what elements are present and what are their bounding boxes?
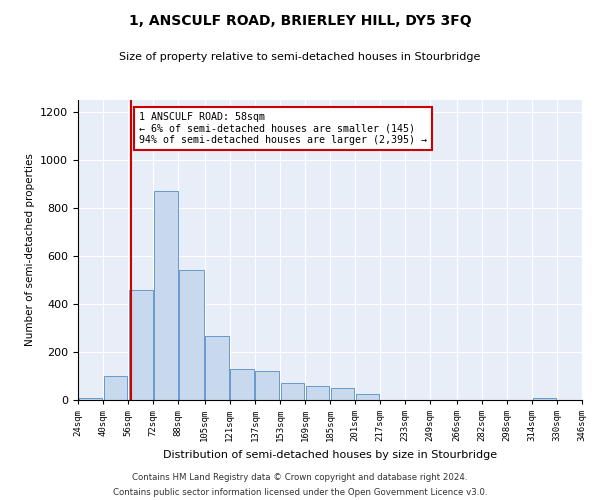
Bar <box>256 371 279 400</box>
Bar <box>129 290 152 400</box>
Bar <box>533 398 556 400</box>
Text: Size of property relative to semi-detached houses in Stourbridge: Size of property relative to semi-detach… <box>119 52 481 62</box>
Text: Contains public sector information licensed under the Open Government Licence v3: Contains public sector information licen… <box>113 488 487 497</box>
Bar <box>179 270 204 400</box>
Bar <box>230 369 254 400</box>
Bar <box>79 398 103 400</box>
Y-axis label: Number of semi-detached properties: Number of semi-detached properties <box>25 154 35 346</box>
Bar <box>331 388 355 400</box>
Bar <box>205 336 229 400</box>
Bar <box>305 386 329 400</box>
Bar <box>154 191 178 400</box>
Bar <box>281 383 304 400</box>
X-axis label: Distribution of semi-detached houses by size in Stourbridge: Distribution of semi-detached houses by … <box>163 450 497 460</box>
Text: Contains HM Land Registry data © Crown copyright and database right 2024.: Contains HM Land Registry data © Crown c… <box>132 473 468 482</box>
Bar <box>104 376 127 400</box>
Text: 1, ANSCULF ROAD, BRIERLEY HILL, DY5 3FQ: 1, ANSCULF ROAD, BRIERLEY HILL, DY5 3FQ <box>128 14 472 28</box>
Text: 1 ANSCULF ROAD: 58sqm
← 6% of semi-detached houses are smaller (145)
94% of semi: 1 ANSCULF ROAD: 58sqm ← 6% of semi-detac… <box>139 112 427 146</box>
Bar <box>356 394 379 400</box>
